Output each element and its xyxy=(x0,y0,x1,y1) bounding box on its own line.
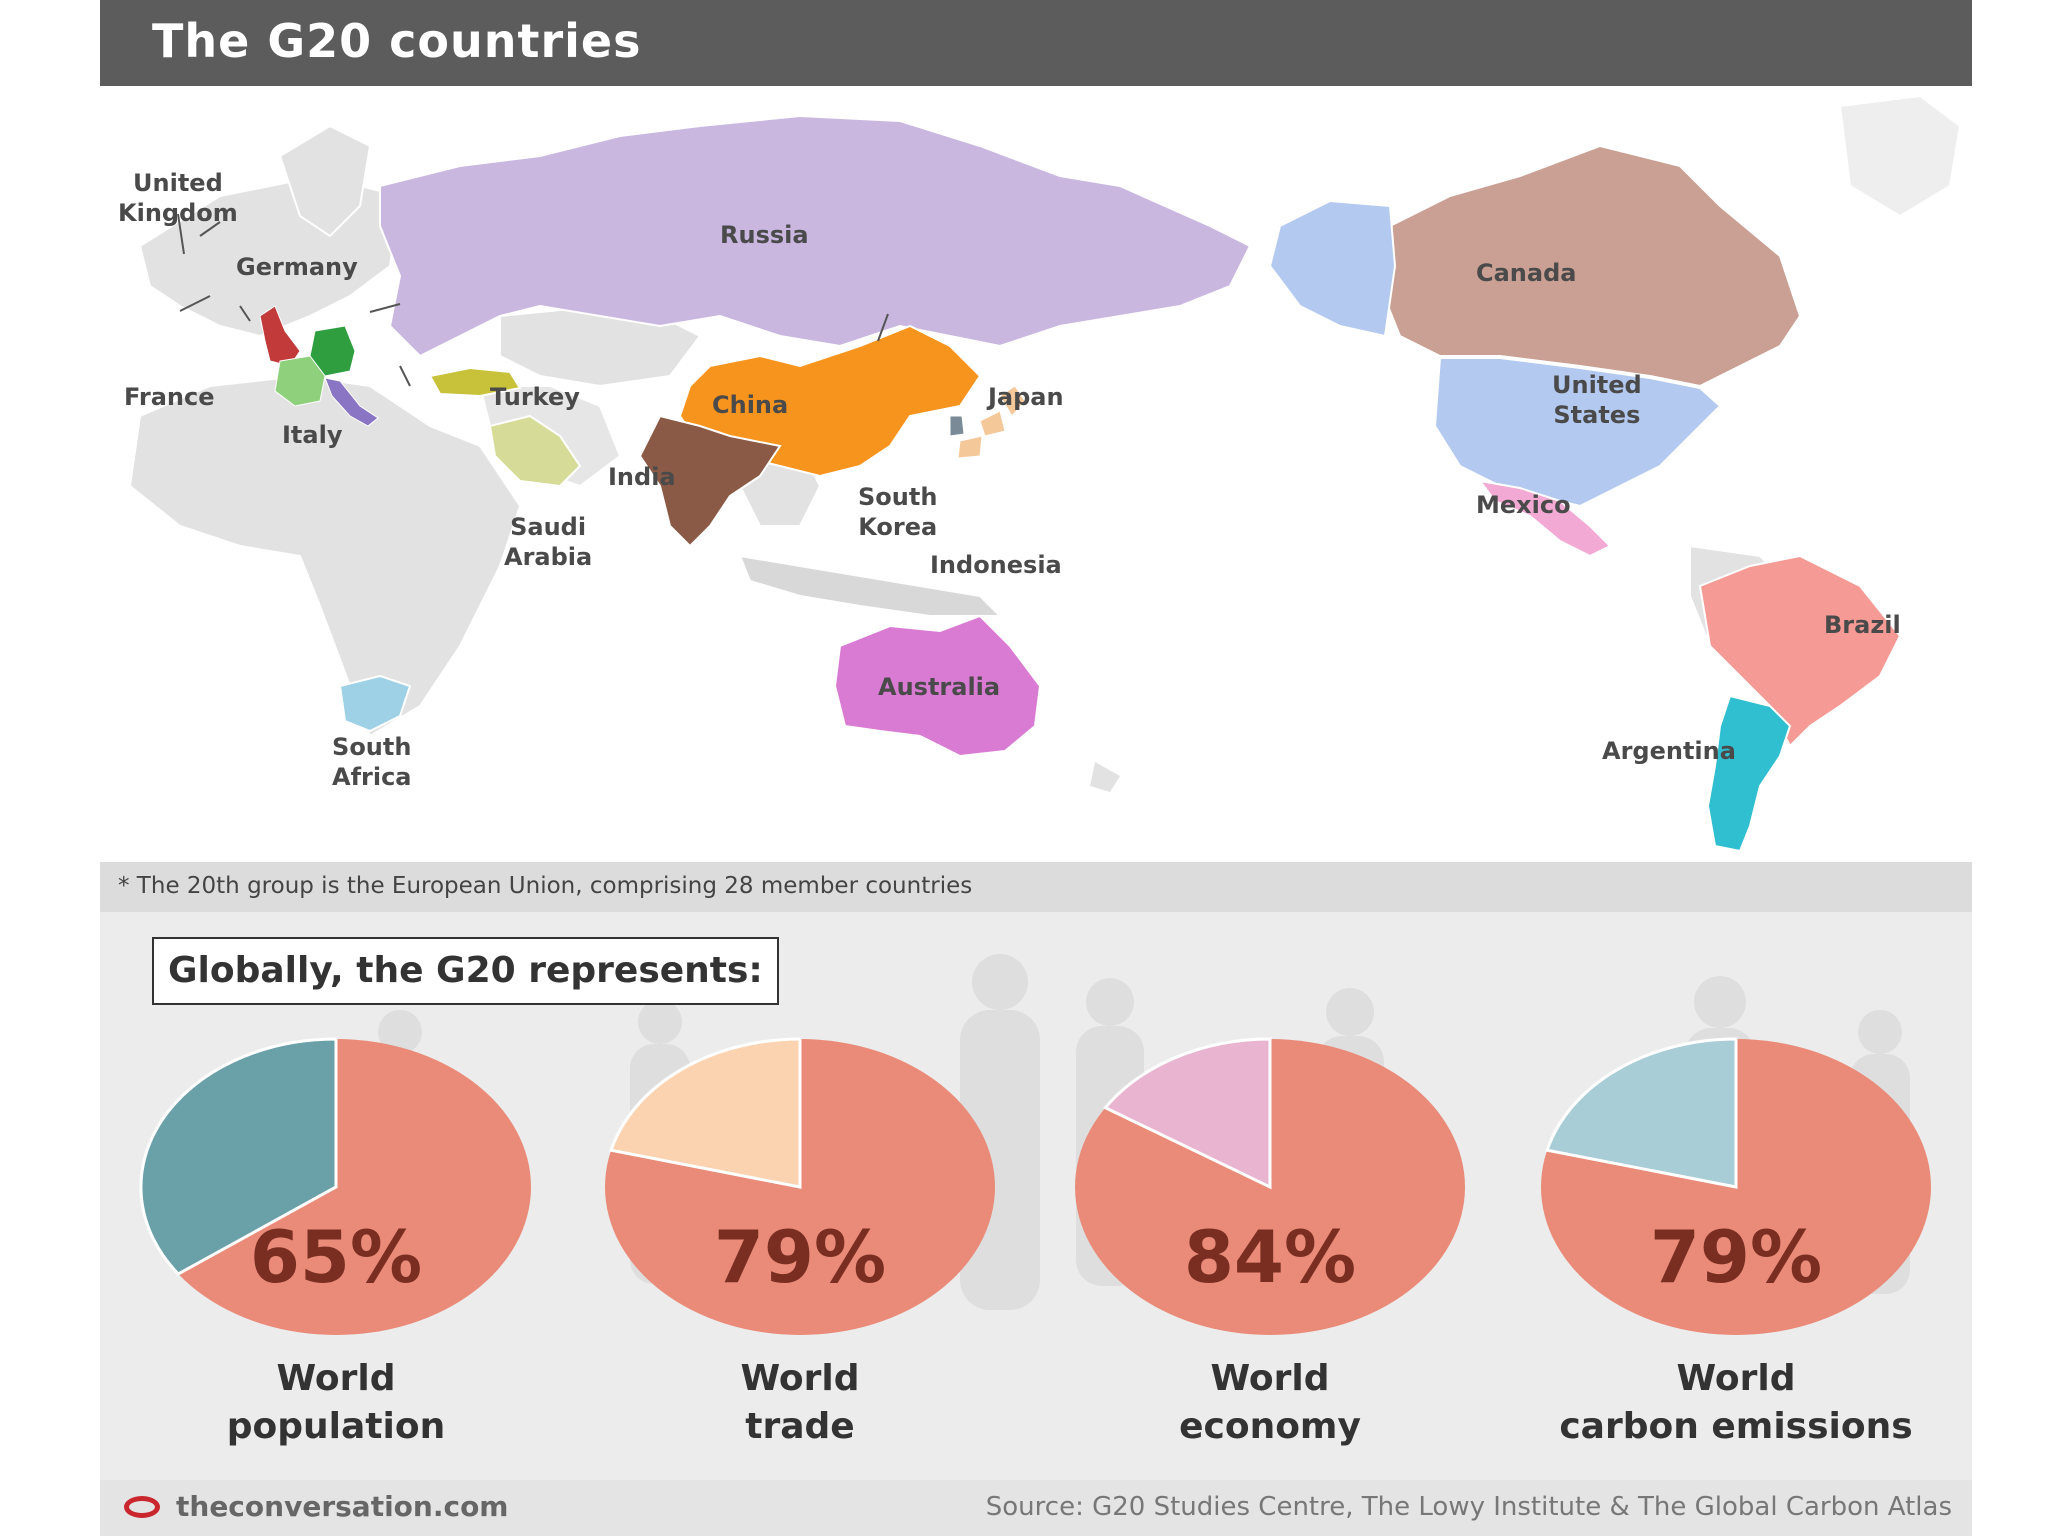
label-south-korea: South Korea xyxy=(858,483,938,541)
world-map: United Kingdom Germany France Italy Turke… xyxy=(100,86,1972,862)
label-italy: Italy xyxy=(282,421,343,449)
pie-svg xyxy=(1075,1037,1465,1335)
pie-world-carbon-emissions: 79% World carbon emissions xyxy=(1536,1037,1936,1467)
label-south-africa: South Africa xyxy=(332,733,412,791)
footnote: * The 20th group is the European Union, … xyxy=(118,873,973,899)
label-china: China xyxy=(712,391,789,419)
label-mexico: Mexico xyxy=(1476,491,1571,519)
united-states-shape xyxy=(1433,357,1722,508)
source-credit: Source: G20 Studies Centre, The Lowy Ins… xyxy=(985,1492,1952,1522)
label-japan: Japan xyxy=(988,383,1064,411)
pie-svg xyxy=(139,1037,531,1335)
pie-category-label: World trade xyxy=(740,1358,860,1447)
saudi-arabia-shape xyxy=(488,414,582,488)
new-zealand-grey-land xyxy=(1090,762,1120,792)
pie-svg xyxy=(1541,1037,1931,1335)
japan-shape xyxy=(957,385,1026,459)
stats-section: Globally, the G20 represents: 65% World p… xyxy=(100,912,1972,1480)
italy-leader-line xyxy=(239,305,251,322)
scandinavia-grey-land xyxy=(278,124,372,238)
page-title: The G20 countries xyxy=(152,14,642,68)
stats-heading: Globally, the G20 represents: xyxy=(152,937,779,1005)
pie-world-economy: 84% World economy xyxy=(1070,1037,1470,1467)
pie-category-label: World economy xyxy=(1179,1358,1361,1447)
footer-bar: theconversation.com Source: G20 Studies … xyxy=(100,1480,1972,1536)
label-canada: Canada xyxy=(1476,259,1577,287)
label-argentina: Argentina xyxy=(1602,737,1736,765)
alaska-shape xyxy=(1268,199,1397,338)
label-saudi-arabia: Saudi Arabia xyxy=(504,513,593,571)
label-brazil: Brazil xyxy=(1824,611,1901,639)
infographic: The G20 countries xyxy=(100,0,1972,1536)
italy-shape xyxy=(324,377,379,427)
pie-world-trade: 79% World trade xyxy=(600,1037,1000,1467)
saudi-leader-line xyxy=(399,365,411,387)
site-name[interactable]: theconversation.com xyxy=(176,1490,509,1523)
indonesia-grey-land xyxy=(738,554,1003,617)
uk-leader-line xyxy=(177,213,185,255)
france-shape xyxy=(274,355,326,407)
korea-leader-line xyxy=(877,313,889,342)
label-turkey: Turkey xyxy=(490,383,580,411)
south-africa-shape xyxy=(338,674,412,733)
africa-grey-land xyxy=(128,374,522,738)
label-france: France xyxy=(124,383,215,411)
greenland-grey-land xyxy=(1838,94,1962,218)
turkey-leader-line xyxy=(369,303,401,313)
pie-world-population: 65% World population xyxy=(136,1037,536,1467)
label-russia: Russia xyxy=(720,221,809,249)
pie-value-label: 65% xyxy=(249,1215,423,1299)
pie-category-label: World carbon emissions xyxy=(1559,1358,1913,1447)
pie-value-label: 79% xyxy=(713,1215,887,1299)
map-svg xyxy=(128,94,1962,853)
turkey-shape xyxy=(428,366,522,398)
pie-slice-rest xyxy=(139,1037,338,1276)
footnote-bar: * The 20th group is the European Union, … xyxy=(100,862,1972,912)
russia-shape xyxy=(379,114,1252,358)
argentina-shape xyxy=(1706,694,1792,853)
pie-slice-rest xyxy=(1103,1037,1272,1190)
label-germany: Germany xyxy=(236,253,358,281)
label-australia: Australia xyxy=(878,673,1001,701)
france-leader-line xyxy=(179,295,211,312)
label-indonesia: Indonesia xyxy=(930,551,1062,579)
brazil-shape xyxy=(1698,554,1902,748)
label-united-kingdom: United Kingdom xyxy=(118,169,238,227)
pie-value-label: 84% xyxy=(1183,1215,1357,1299)
title-bar: The G20 countries xyxy=(100,0,1972,86)
pie-value-label: 79% xyxy=(1649,1215,1823,1299)
label-united-states: United States xyxy=(1552,371,1642,429)
pie-category-label: World population xyxy=(226,1358,446,1447)
conversation-logo-icon xyxy=(124,1496,160,1518)
south-korea-shape xyxy=(949,415,965,437)
pie-slice-rest xyxy=(1545,1037,1738,1189)
label-india: India xyxy=(608,463,676,491)
india-shape xyxy=(638,414,782,548)
pie-svg xyxy=(605,1037,995,1335)
germany-leader-line xyxy=(199,221,221,237)
pie-slice-rest xyxy=(609,1037,802,1189)
australia-shape xyxy=(833,614,1042,758)
canada-shape xyxy=(1378,144,1802,388)
mexico-shape xyxy=(1477,479,1612,558)
